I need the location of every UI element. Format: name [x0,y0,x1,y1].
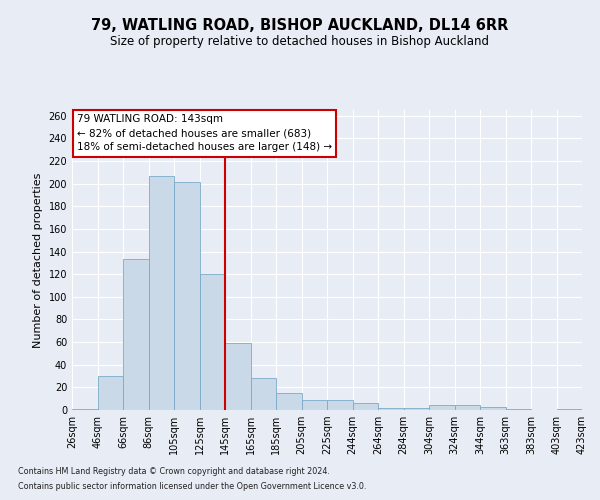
Text: Size of property relative to detached houses in Bishop Auckland: Size of property relative to detached ho… [110,35,490,48]
Text: 79, WATLING ROAD, BISHOP AUCKLAND, DL14 6RR: 79, WATLING ROAD, BISHOP AUCKLAND, DL14 … [91,18,509,32]
Bar [480,406,505,410]
Bar [378,408,404,410]
Text: Contains public sector information licensed under the Open Government Licence v3: Contains public sector information licen… [18,482,367,491]
Bar [302,400,327,410]
Bar [276,393,302,410]
Text: Contains HM Land Registry data © Crown copyright and database right 2024.: Contains HM Land Registry data © Crown c… [18,467,330,476]
Bar [97,376,123,410]
Bar [455,406,480,410]
Bar [199,274,225,410]
Bar [429,406,455,410]
Bar [72,409,97,410]
Bar [404,408,429,410]
Bar [225,343,251,410]
Text: 79 WATLING ROAD: 143sqm
← 82% of detached houses are smaller (683)
18% of semi-d: 79 WATLING ROAD: 143sqm ← 82% of detache… [77,114,332,152]
Bar [353,403,378,410]
Bar [251,378,276,410]
Bar [174,182,199,410]
Bar [327,400,353,410]
Y-axis label: Number of detached properties: Number of detached properties [33,172,43,348]
Bar [557,409,582,410]
Bar [149,176,174,410]
Bar [505,409,531,410]
Bar [123,260,149,410]
